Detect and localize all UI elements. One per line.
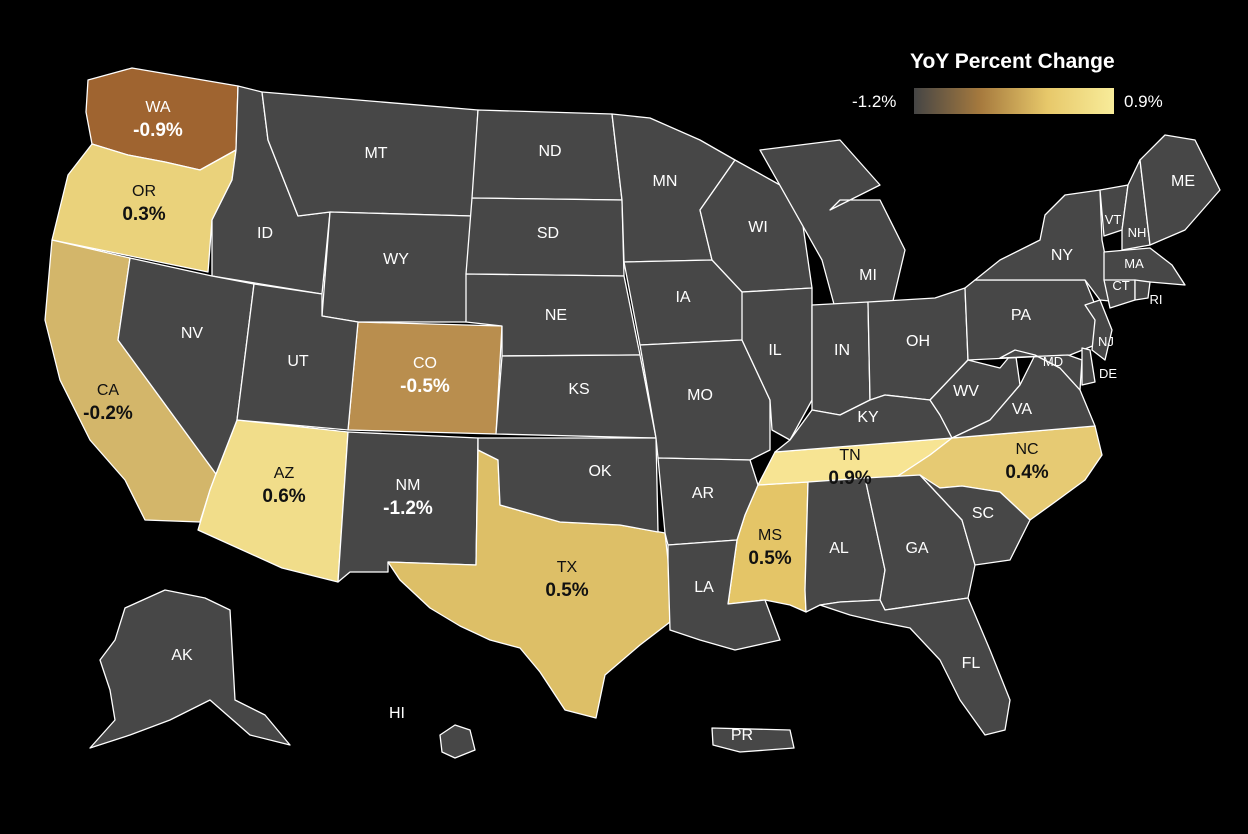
state-WY[interactable] [321,211,473,323]
state-value-OR: 0.3% [122,204,165,225]
state-MI[interactable] [759,139,906,309]
state-label-OR: OR [132,183,156,200]
state-AR[interactable] [657,457,759,546]
state-label-TX: TX [557,559,578,576]
state-label-CT: CT [1112,278,1129,293]
state-label-GA: GA [905,540,928,557]
state-label-IL: IL [768,342,781,359]
state-label-NV: NV [181,325,204,342]
legend-min-label: -1.2% [852,92,897,111]
state-label-MI: MI [859,267,877,284]
legend: YoY Percent Change -1.2% 0.9% [852,50,1172,120]
state-value-CA: -0.2% [83,403,133,424]
state-value-AZ: 0.6% [262,486,305,507]
legend-color-scale [914,88,1114,114]
state-label-MT: MT [364,145,387,162]
state-RI[interactable] [1134,279,1151,301]
state-value-TX: 0.5% [545,580,588,601]
state-label-MO: MO [687,387,713,404]
state-label-VT: VT [1105,212,1122,227]
state-label-SC: SC [972,505,994,522]
state-label-NH: NH [1128,225,1147,240]
state-label-FL: FL [962,655,981,672]
state-value-NC: 0.4% [1005,462,1048,483]
state-label-IA: IA [675,289,690,306]
state-label-MN: MN [653,173,678,190]
state-FL[interactable] [819,597,1011,736]
state-label-NC: NC [1015,441,1038,458]
state-HI[interactable] [439,724,476,759]
state-NH[interactable] [1121,159,1151,251]
state-value-TN: 0.9% [828,468,871,489]
state-SC[interactable] [919,474,1031,566]
state-label-MD: MD [1043,354,1063,369]
state-label-IN: IN [834,342,850,359]
state-NY[interactable] [974,189,1121,303]
state-label-NY: NY [1051,247,1074,264]
state-labels: WA -0.9% OR 0.3% CA -0.2% AZ 0.6% CO -0.5% NM -1.2%… [83,99,1195,744]
state-label-WV: WV [953,383,979,400]
state-label-PR: PR [731,727,753,744]
state-label-WI: WI [748,219,768,236]
state-label-WY: WY [383,251,409,268]
state-label-SD: SD [537,225,559,242]
state-label-NJ: NJ [1098,334,1114,349]
state-label-KS: KS [568,381,589,398]
state-label-PA: PA [1011,307,1031,324]
state-value-WA: -0.9% [133,120,183,141]
state-KY[interactable] [774,394,953,453]
state-label-RI: RI [1150,292,1163,307]
state-value-MS: 0.5% [748,548,791,569]
state-AK[interactable] [89,589,291,749]
state-label-ND: ND [538,143,561,160]
state-label-VA: VA [1012,401,1032,418]
state-value-NM: -1.2% [383,498,433,519]
state-LA[interactable] [667,539,781,651]
state-label-OK: OK [588,463,611,480]
state-label-CA: CA [97,382,120,399]
state-label-AL: AL [829,540,849,557]
state-UT[interactable] [236,283,359,431]
state-OK[interactable] [477,437,659,533]
state-PR[interactable] [711,727,795,753]
state-MD[interactable] [999,349,1083,391]
state-label-CO: CO [413,355,437,372]
state-label-OH: OH [906,333,930,350]
state-label-WA: WA [145,99,171,116]
legend-title: YoY Percent Change [910,50,1115,73]
state-label-MS: MS [758,527,782,544]
state-label-LA: LA [694,579,714,596]
state-label-ME: ME [1171,173,1195,190]
legend-max-label: 0.9% [1124,92,1163,111]
state-label-AR: AR [692,485,714,502]
state-label-HI: HI [389,705,405,722]
state-label-AK: AK [171,647,193,664]
state-PA[interactable] [964,279,1099,361]
state-label-NM: NM [396,477,421,494]
state-label-UT: UT [287,353,309,370]
state-label-KY: KY [857,409,879,426]
state-label-ID: ID [257,225,273,242]
state-label-MA: MA [1124,256,1144,271]
state-DE[interactable] [1081,347,1096,386]
state-label-TN: TN [839,447,860,464]
state-ME[interactable] [1139,134,1221,246]
state-label-NE: NE [545,307,567,324]
state-value-CO: -0.5% [400,376,450,397]
state-label-DE: DE [1099,366,1117,381]
state-label-AZ: AZ [274,465,295,482]
